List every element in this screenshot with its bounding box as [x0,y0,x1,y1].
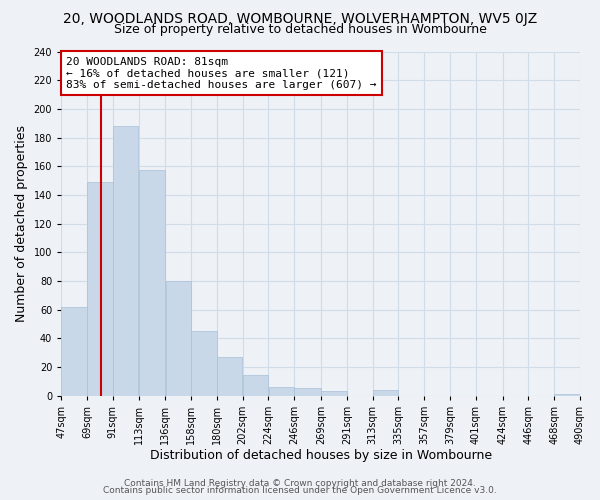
Text: 20, WOODLANDS ROAD, WOMBOURNE, WOLVERHAMPTON, WV5 0JZ: 20, WOODLANDS ROAD, WOMBOURNE, WOLVERHAM… [63,12,537,26]
Bar [191,331,217,396]
X-axis label: Distribution of detached houses by size in Wombourne: Distribution of detached houses by size … [149,450,491,462]
Bar [166,281,191,396]
Bar [113,126,138,396]
Bar [217,357,242,396]
Bar [295,388,321,396]
Text: Size of property relative to detached houses in Wombourne: Size of property relative to detached ho… [113,22,487,36]
Text: Contains public sector information licensed under the Open Government Licence v3: Contains public sector information licen… [103,486,497,495]
Bar [322,391,347,396]
Bar [139,170,165,396]
Y-axis label: Number of detached properties: Number of detached properties [15,125,28,322]
Bar [554,394,580,396]
Text: Contains HM Land Registry data © Crown copyright and database right 2024.: Contains HM Land Registry data © Crown c… [124,478,476,488]
Bar [61,306,87,396]
Bar [87,182,113,396]
Text: 20 WOODLANDS ROAD: 81sqm
← 16% of detached houses are smaller (121)
83% of semi-: 20 WOODLANDS ROAD: 81sqm ← 16% of detach… [67,56,377,90]
Bar [373,390,398,396]
Bar [269,387,294,396]
Bar [243,376,268,396]
